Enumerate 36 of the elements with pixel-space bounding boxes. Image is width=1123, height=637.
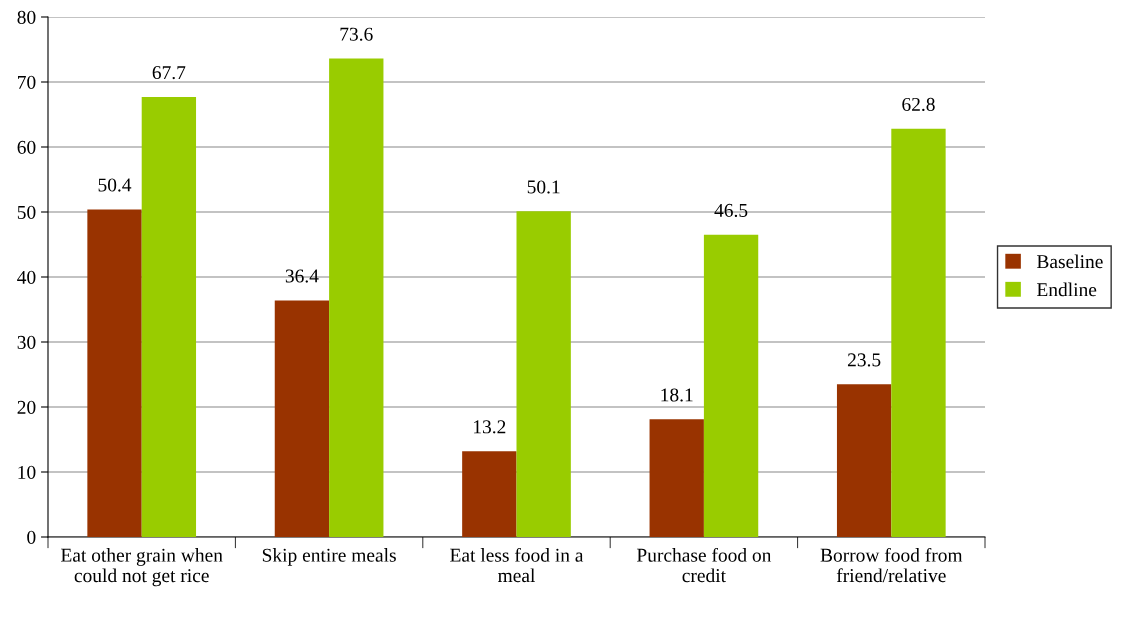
bar xyxy=(462,451,517,537)
data-label: 67.7 xyxy=(152,66,186,80)
bar xyxy=(836,384,892,537)
x-tick-label: Borrow food from friend/relative xyxy=(820,547,963,583)
y-tick-label: 10 xyxy=(18,465,36,479)
data-label: 62.8 xyxy=(902,97,935,112)
x-tick-label: Purchase food on credit xyxy=(636,547,772,583)
data-label: 73.6 xyxy=(340,27,373,41)
y-tick-label: 60 xyxy=(17,140,36,154)
y-tick-label: 30 xyxy=(17,335,36,349)
bar xyxy=(141,96,197,537)
data-label: 36.4 xyxy=(285,269,319,283)
data-label: 18.1 xyxy=(661,388,693,402)
bar xyxy=(329,58,384,537)
y-tick-label: 40 xyxy=(17,270,36,284)
bar xyxy=(649,419,704,537)
bar xyxy=(703,234,759,537)
data-label: 50.1 xyxy=(527,180,560,194)
bar xyxy=(516,211,571,537)
legend-label: Baseline xyxy=(1036,254,1103,269)
bar xyxy=(891,128,946,537)
x-tick-label: Eat other grain when could not get rice xyxy=(61,548,223,587)
bar xyxy=(87,209,142,537)
data-label: 23.5 xyxy=(847,353,881,367)
legend-label: Endline xyxy=(1036,282,1097,297)
y-tick-label: 20 xyxy=(17,400,36,414)
y-tick-label: 70 xyxy=(18,75,36,89)
data-label: 13.2 xyxy=(474,420,506,434)
x-tick-label: Skip entire meals xyxy=(262,548,396,566)
y-tick-label: 80 xyxy=(17,10,36,24)
y-tick-label: 50 xyxy=(17,205,36,219)
bar xyxy=(274,300,330,537)
y-tick-label: 0 xyxy=(27,530,36,544)
data-label: 50.4 xyxy=(98,178,132,192)
x-tick-label: Eat less food in a meal xyxy=(450,547,584,583)
data-label: 46.5 xyxy=(714,203,748,217)
